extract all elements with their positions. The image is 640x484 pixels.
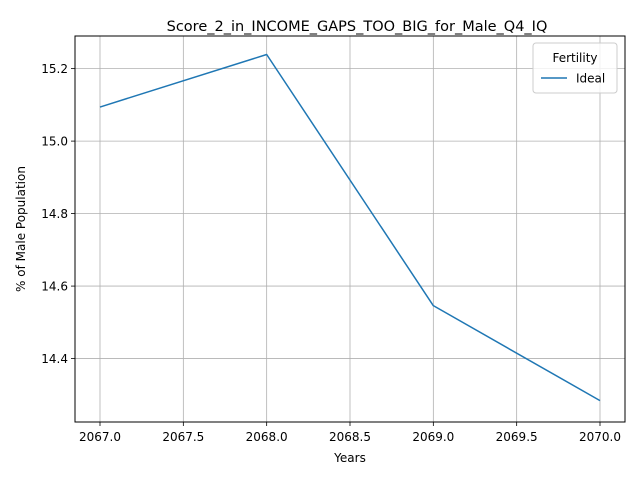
- series-lines: [99, 53, 601, 402]
- x-axis-label: Years: [333, 451, 366, 465]
- y-axis-ticks: 14.4 14.6 14.8 15.0 15.2: [41, 62, 75, 366]
- legend-label-ideal: Ideal: [576, 72, 605, 86]
- legend: Fertility Ideal: [532, 42, 618, 94]
- x-axis-ticks: 2067.0 2067.5 2068.0 2068.5 2069.0 2069.5 2070…: [79, 422, 621, 444]
- x-tick-label: 2067.5: [162, 430, 204, 444]
- x-tick-label: 2069.5: [496, 430, 538, 444]
- x-tick-label: 2068.0: [246, 430, 288, 444]
- y-tick-label: 15.2: [41, 62, 68, 76]
- x-tick-label: 2069.0: [412, 430, 454, 444]
- y-tick-label: 14.8: [41, 207, 68, 221]
- grid-lines: [75, 36, 625, 422]
- legend-box: [532, 42, 618, 94]
- y-tick-label: 15.0: [41, 135, 68, 149]
- x-tick-label: 2070.0: [579, 430, 621, 444]
- x-tick-label: 2067.0: [79, 430, 121, 444]
- series-line-ideal: [99, 53, 601, 402]
- y-tick-label: 14.6: [41, 280, 68, 294]
- y-axis-label: % of Male Population: [14, 166, 28, 292]
- legend-title: Fertility: [552, 51, 597, 65]
- chart-title: Score_2_in_INCOME_GAPS_TOO_BIG_for_Male_…: [167, 19, 548, 35]
- y-tick-label: 14.4: [41, 352, 68, 366]
- x-tick-label: 2068.5: [329, 430, 371, 444]
